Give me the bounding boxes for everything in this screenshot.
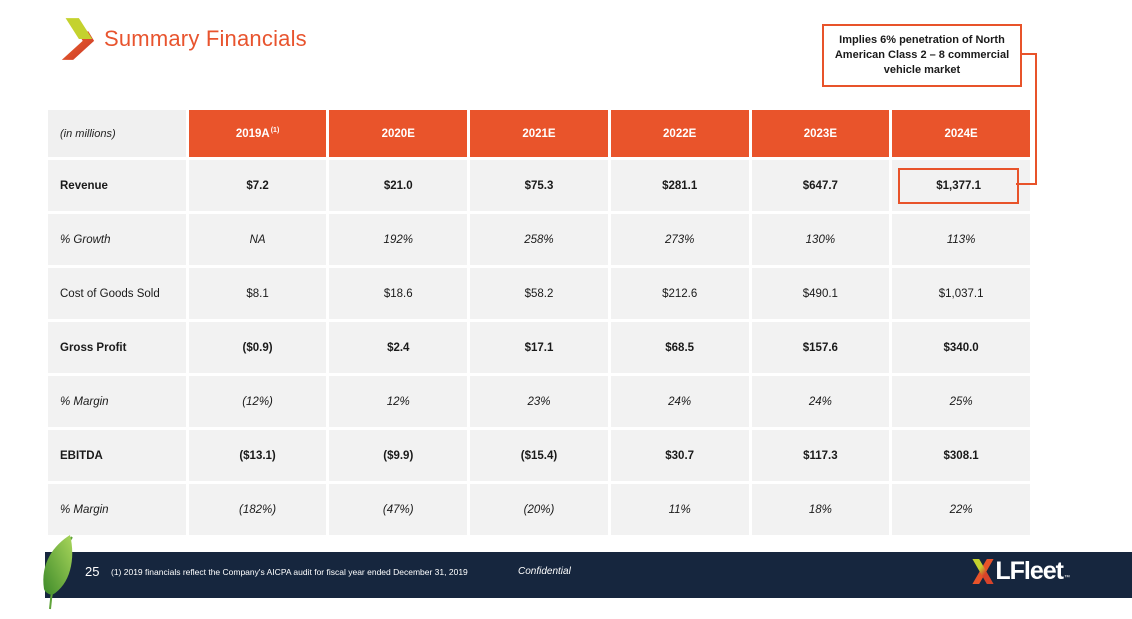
cell: 258% [470, 214, 608, 265]
page-title: Summary Financials [104, 26, 307, 51]
column-header-2024e: 2024E [892, 110, 1030, 157]
leaf-icon [43, 535, 73, 610]
cell: $212.6 [610, 268, 749, 319]
callout-connector-line [1016, 53, 1037, 185]
cell: ($13.1) [188, 430, 327, 481]
column-header-2020e: 2020E [329, 110, 468, 157]
cell: ($9.9) [329, 430, 468, 481]
column-header-2021e: 2021E [470, 110, 608, 157]
chevron-logo-icon [61, 18, 95, 60]
highlight-box: $1,377.1 [898, 167, 1019, 204]
xlfleet-logo-text: LFleet [995, 557, 1064, 585]
column-header-2023e: 2023E [751, 110, 890, 157]
units-label: (in millions) [48, 110, 186, 157]
cell: $2.4 [329, 322, 468, 373]
cell: 11% [610, 484, 749, 535]
cell: $68.5 [610, 322, 749, 373]
cell: $1,037.1 [892, 268, 1030, 319]
table-row-gross-profit: Gross Profit ($0.9) $2.4 $17.1 $68.5 $15… [48, 322, 1030, 373]
cell: $157.6 [751, 322, 890, 373]
table-body: Revenue $7.2 $21.0 $75.3 $281.1 $647.7 $… [48, 160, 1030, 535]
xlfleet-x-icon [972, 559, 994, 584]
cell-highlighted: $1,377.1 [892, 160, 1030, 211]
footer-bar [45, 552, 1132, 598]
cell: 273% [610, 214, 749, 265]
cell: $58.2 [470, 268, 608, 319]
footnote-marker: (1) [270, 127, 280, 135]
table-row-cogs: Cost of Goods Sold $8.1 $18.6 $58.2 $212… [48, 268, 1030, 319]
cell: 130% [751, 214, 890, 265]
cell: $340.0 [892, 322, 1030, 373]
callout-box: Implies 6% penetration of North American… [822, 24, 1022, 87]
cell: 192% [329, 214, 468, 265]
table-row-ebitda: EBITDA ($13.1) ($9.9) ($15.4) $30.7 $117… [48, 430, 1030, 481]
cell: $281.1 [610, 160, 749, 211]
cell: $7.2 [188, 160, 327, 211]
row-label: % Growth [48, 214, 186, 265]
cell: $75.3 [470, 160, 608, 211]
xlfleet-logo: LFleet ™ [970, 559, 1070, 584]
financials-table: (in millions) 2019A(1) 2020E 2021E 2022E… [45, 107, 1033, 538]
row-label: % Margin [48, 484, 186, 535]
column-header-2019a: 2019A(1) [188, 110, 327, 157]
cell: 25% [892, 376, 1030, 427]
row-label: Revenue [48, 160, 186, 211]
cell: 23% [470, 376, 608, 427]
cell: $308.1 [892, 430, 1030, 481]
cell: 113% [892, 214, 1030, 265]
row-label: Gross Profit [48, 322, 186, 373]
cell: $490.1 [751, 268, 890, 319]
cell: (20%) [470, 484, 608, 535]
trademark-symbol: ™ [1064, 575, 1070, 581]
cell: NA [188, 214, 327, 265]
cell: $30.7 [610, 430, 749, 481]
cell: 12% [329, 376, 468, 427]
cell: 24% [610, 376, 749, 427]
table-row-ebitda-margin: % Margin (182%) (47%) (20%) 11% 18% 22% [48, 484, 1030, 535]
cell: $18.6 [329, 268, 468, 319]
cell: $8.1 [188, 268, 327, 319]
footnote-text: (1) 2019 financials reflect the Company'… [111, 567, 468, 577]
row-label: % Margin [48, 376, 186, 427]
row-label: EBITDA [48, 430, 186, 481]
confidential-label: Confidential [518, 566, 571, 577]
title-row: Summary Financials [58, 18, 307, 60]
table-row-gross-margin: % Margin (12%) 12% 23% 24% 24% 25% [48, 376, 1030, 427]
page-number: 25 [85, 564, 100, 579]
cell: (182%) [188, 484, 327, 535]
cell: $117.3 [751, 430, 890, 481]
cell: (47%) [329, 484, 468, 535]
cell: $17.1 [470, 322, 608, 373]
cell: $21.0 [329, 160, 468, 211]
header-row: (in millions) 2019A(1) 2020E 2021E 2022E… [48, 110, 1030, 157]
table-header: (in millions) 2019A(1) 2020E 2021E 2022E… [48, 110, 1030, 157]
cell: 18% [751, 484, 890, 535]
row-label: Cost of Goods Sold [48, 268, 186, 319]
table-row-revenue: Revenue $7.2 $21.0 $75.3 $281.1 $647.7 $… [48, 160, 1030, 211]
cell: $647.7 [751, 160, 890, 211]
cell: (12%) [188, 376, 327, 427]
cell: 24% [751, 376, 890, 427]
cell: ($0.9) [188, 322, 327, 373]
cell: 22% [892, 484, 1030, 535]
column-header-2022e: 2022E [610, 110, 749, 157]
table-row-growth: % Growth NA 192% 258% 273% 130% 113% [48, 214, 1030, 265]
cell: ($15.4) [470, 430, 608, 481]
